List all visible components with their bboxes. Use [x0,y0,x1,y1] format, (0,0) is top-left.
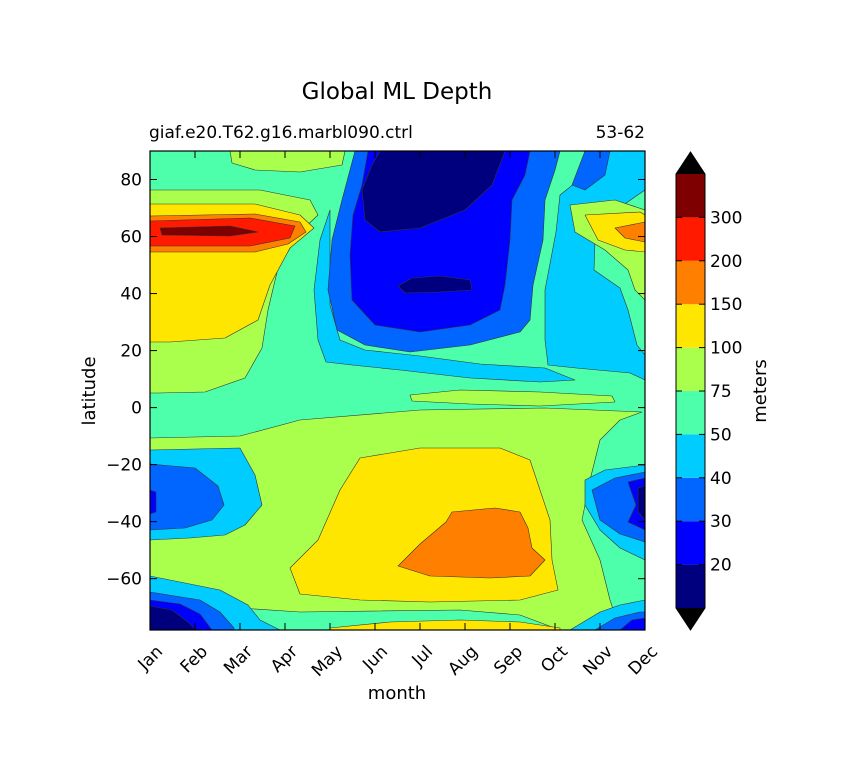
x-tick-label: Oct [537,642,572,677]
colorbar-over-arrow [676,152,705,174]
colorbar-tick-label: 100 [710,339,742,359]
y-axis: 80 60 40 20 0 −20 −40 −60 [106,171,645,590]
chart-title: Global ML Depth [302,79,493,105]
y-tick-label: 40 [120,285,142,305]
contour-field [150,151,645,630]
colorbar-label: meters [750,359,771,423]
colorbar-under-arrow [676,608,705,630]
x-tick-label: Dec [625,642,662,679]
contour-band-dec-nh-100-150 [584,211,645,253]
x-tick-label: Apr [267,642,302,677]
contour-band-nh-summer-under-20 [361,151,506,233]
y-tick-label: 0 [131,399,142,419]
x-tick-label: Jun [358,642,392,676]
contour-band-dec-arctic-30-40 [571,151,611,191]
contour-band-arctic-green [229,151,346,173]
colorbar: 20 30 40 50 75 100 150 200 300 [675,151,742,631]
colorbar-tick-label: 300 [710,208,742,228]
contour-band-sh-summer-under-20 [150,485,645,630]
x-tick-label: Jan [134,642,167,675]
colorbar-tick-label: 40 [710,469,732,489]
colorbar-tick-label: 200 [710,252,742,272]
colorbar-outline [675,151,706,631]
colorbar-swatch [676,434,705,478]
colorbar-tick-label: 20 [710,556,732,576]
x-axis-label: month [368,683,426,704]
y-axis-label: latitude [79,356,100,425]
colorbar-tick-label: 50 [710,425,732,445]
contour-band-sh-winter-150-200 [397,507,546,579]
y-tick-label: −20 [106,456,142,476]
colorbar-swatch [676,260,705,305]
x-tick-label: Mar [220,642,257,679]
x-tick-label: Aug [444,642,482,680]
contour-band-equatorial-75-100 [409,389,616,407]
y-tick-label: 80 [120,171,142,191]
contour-band-sh-summer-20-30 [150,477,645,630]
colorbar-swatch [676,477,705,522]
y-tick-label: −40 [106,513,142,533]
y-tick-label: −60 [106,570,142,590]
colorbar-swatch [676,347,705,391]
colorbar-tick-label: 30 [710,512,732,532]
y-tick-label: 20 [120,342,142,362]
colorbar-tick-label: 150 [710,295,742,315]
chart-subtitle-left: giaf.e20.T62.g16.marbl090.ctrl [149,123,413,143]
contour-band-sh-south-edge-100-150 [329,619,561,630]
x-tick-label: Feb [177,642,212,677]
colorbar-swatch [676,304,705,348]
x-tick-label: Sep [490,642,527,679]
contour-band-dec-nh-150-200 [614,221,645,243]
x-tick-label: Nov [579,642,617,680]
chart-subtitle-right: 53-62 [596,123,645,143]
x-tick-label: May [308,642,347,681]
colorbar-swatch [676,217,705,261]
plot-frame [149,150,646,631]
colorbar-swatch [676,391,705,435]
x-tick-label: Jul [408,642,437,671]
contour-band-nh-summer-core-under-20 [397,275,473,294]
colorbar-swatch [676,564,705,608]
colorbar-swatch [676,174,705,218]
colorbar-swatch [676,521,705,565]
y-tick-label: 60 [120,228,142,248]
colorbar-tick-label: 75 [710,382,732,402]
contour-band-sh-summer-30-40 [150,463,645,630]
contour-band-nh-winter-300plus [159,225,259,237]
